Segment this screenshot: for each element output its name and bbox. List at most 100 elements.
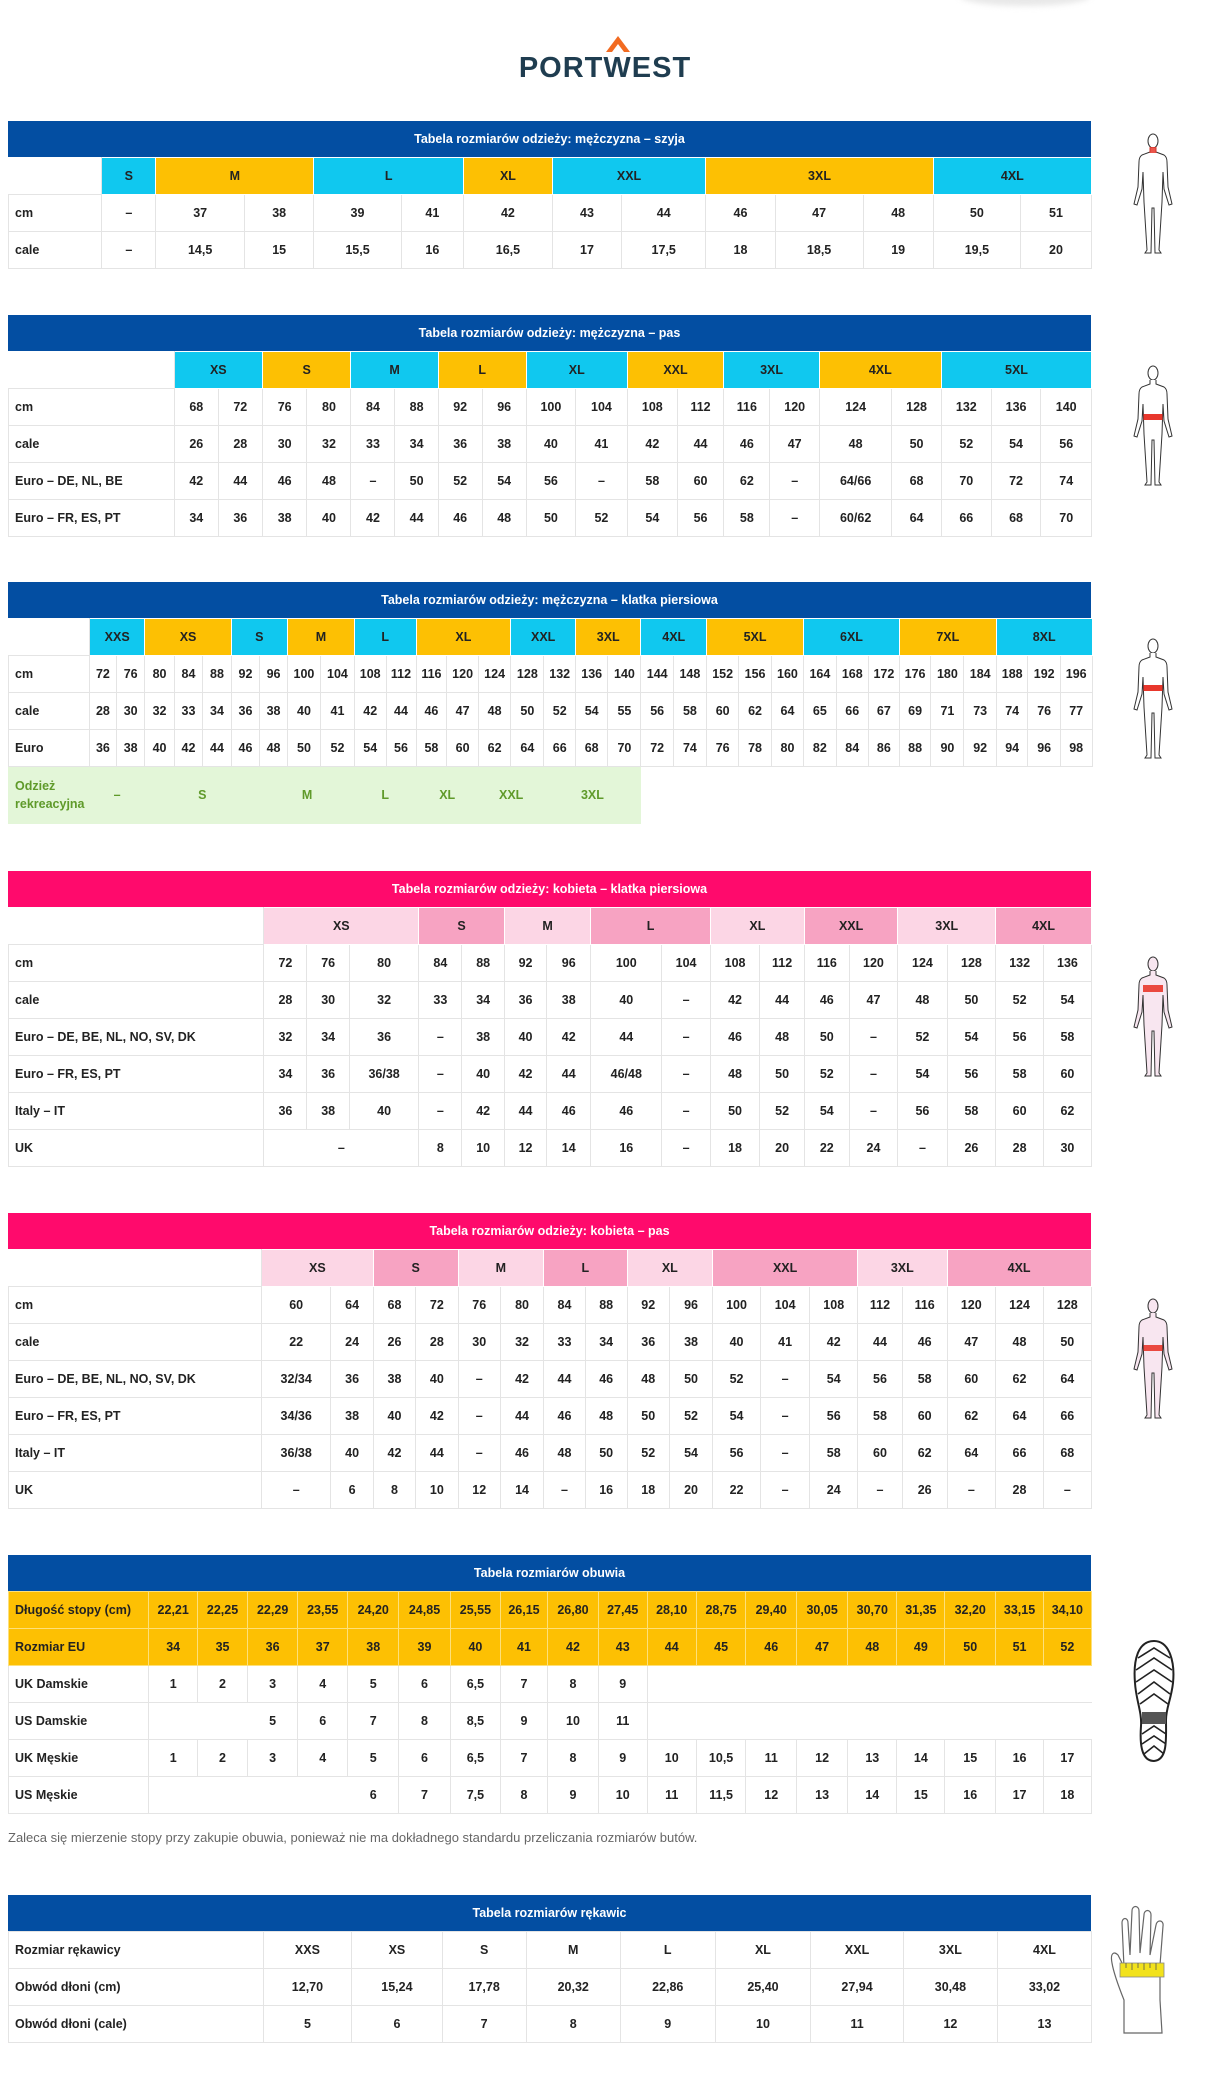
size-header-s: S bbox=[418, 907, 505, 945]
men-chest-size-table: Tabela rozmiarów odzieży: mężczyzna – kl… bbox=[8, 582, 1093, 824]
table-cell: 15,24 bbox=[351, 1968, 443, 2006]
table-cell: 84 bbox=[543, 1286, 586, 1324]
table-cell: 48 bbox=[818, 425, 893, 463]
table-cell: 50 bbox=[626, 1397, 670, 1435]
table-cell: 50 bbox=[946, 981, 997, 1019]
table-cell: 54 bbox=[353, 729, 387, 767]
table-row: UK –8 10 12 14 16–18 20 22 24–26 28 30 bbox=[7, 1129, 1092, 1167]
table-cell: 13 bbox=[996, 2005, 1093, 2043]
table-row: Obwód dłoni (cm) 12,70 15,24 17,78 20,32 22,8… bbox=[8, 1968, 1093, 2006]
table-cell: 46 bbox=[543, 1397, 586, 1435]
row-label: Obwód dłoni (cm) bbox=[8, 1968, 264, 2006]
table-cell: 136 bbox=[574, 655, 609, 693]
table-cell: 44 bbox=[385, 692, 417, 730]
size-header-xxl: XXL bbox=[803, 907, 899, 945]
table-cell: 108 bbox=[709, 944, 761, 982]
table-cell: 116 bbox=[803, 944, 850, 982]
table-cell: 42 bbox=[626, 425, 678, 463]
size-header-l: L bbox=[437, 351, 527, 389]
table-cell: – bbox=[263, 1129, 420, 1167]
row-label: Euro – DE, BE, NL, NO, SV, DK bbox=[8, 1360, 262, 1398]
table-cell: 96 bbox=[668, 1286, 714, 1324]
table-cell: 34 bbox=[461, 981, 505, 1019]
table-cell: 120 bbox=[946, 1286, 997, 1324]
table-cell: 46 bbox=[261, 462, 308, 500]
table-cell: 10 bbox=[714, 2005, 812, 2043]
table-cell: 42 bbox=[503, 1055, 548, 1093]
table-cell: 18,5 bbox=[774, 231, 864, 269]
table-cell: 46 bbox=[901, 1323, 948, 1361]
table-cell: 20 bbox=[668, 1471, 714, 1509]
table-cell: 36 bbox=[88, 729, 117, 767]
table-cell: 30 bbox=[261, 425, 308, 463]
table-cell: 60 bbox=[901, 1397, 948, 1435]
table-cell: 46 bbox=[546, 1092, 592, 1130]
table-cell: 29,40 bbox=[745, 1591, 798, 1629]
table-cell: 92 bbox=[437, 388, 483, 426]
table-cell: 37 bbox=[155, 194, 245, 232]
table-cell: 44 bbox=[503, 1092, 548, 1130]
table-cell: 96 bbox=[481, 388, 527, 426]
table-cell: 52 bbox=[320, 729, 355, 767]
table-cell: 16 bbox=[944, 1776, 997, 1814]
table-cell: 164 bbox=[803, 655, 837, 693]
table-row: cm 72 76 80 84 88 92 96 100 104 108 112 116 120 124 128… bbox=[8, 655, 1093, 693]
table-cell: 52 bbox=[437, 462, 483, 500]
table-cell: 54 bbox=[712, 1397, 761, 1435]
table-cell: 16 bbox=[400, 231, 465, 269]
logo-chevron-icon bbox=[606, 36, 630, 52]
size-header-3xl: 3XL bbox=[705, 157, 934, 195]
table-cell: 108 bbox=[626, 388, 678, 426]
table-cell: 58 bbox=[1043, 1018, 1092, 1056]
table-row: Rozmiar rękawicy XXS XS S M L XL XXL 3XL 4XL bbox=[8, 1931, 1093, 1969]
table-cell: 47 bbox=[796, 1628, 849, 1666]
table-cell: 74 bbox=[1040, 462, 1093, 500]
table-cell: 60/62 bbox=[818, 499, 893, 537]
table-cell: 52 bbox=[626, 1434, 670, 1472]
table-cell: 58 bbox=[901, 1360, 948, 1398]
table-cell: 47 bbox=[774, 194, 864, 232]
table-cell: 50 bbox=[668, 1360, 714, 1398]
empty-cell bbox=[647, 1665, 1092, 1703]
size-header-l: L bbox=[353, 618, 417, 656]
table-cell: 28 bbox=[995, 1471, 1044, 1509]
table-title: Tabela rozmiarów odzieży: kobieta – pas bbox=[8, 1213, 1091, 1249]
table-cell: 96 bbox=[1027, 729, 1061, 767]
table-cell: 9 bbox=[547, 1776, 599, 1814]
table-cell: – bbox=[759, 1360, 811, 1398]
table-cell: – bbox=[260, 1471, 332, 1509]
table-cell: – bbox=[101, 231, 157, 269]
table-cell: 32 bbox=[306, 425, 352, 463]
table-cell: 56 bbox=[946, 1055, 997, 1093]
table-cell: 56 bbox=[857, 1360, 903, 1398]
table-cell: 74 bbox=[672, 729, 707, 767]
table-cell: 44 bbox=[676, 425, 725, 463]
table-cell: 18 bbox=[626, 1471, 670, 1509]
table-cell: 50 bbox=[510, 692, 545, 730]
table-cell: 24 bbox=[330, 1323, 374, 1361]
table-title: Tabela rozmiarów odzieży: mężczyzna – pa… bbox=[8, 315, 1091, 351]
table-cell: 40 bbox=[144, 729, 175, 767]
size-header-row: S M L XL XXL 3XL 4XL bbox=[7, 157, 1092, 195]
table-cell: 41 bbox=[759, 1323, 811, 1361]
table-cell: 11 bbox=[745, 1739, 798, 1777]
table-title: Tabela rozmiarów obuwia bbox=[8, 1555, 1091, 1591]
table-cell: 66 bbox=[1042, 1397, 1092, 1435]
table-cell: XXL bbox=[810, 1931, 904, 1969]
size-header-4xl: 4XL bbox=[932, 157, 1092, 195]
table-cell: 34 bbox=[148, 1628, 198, 1666]
table-cell: 20,32 bbox=[525, 1968, 621, 2006]
table-cell: – bbox=[848, 1018, 899, 1056]
size-header-s: S bbox=[230, 618, 288, 656]
table-cell: 54 bbox=[626, 499, 678, 537]
table-cell: 5 bbox=[262, 2005, 353, 2043]
table-cell: 11 bbox=[810, 2005, 904, 2043]
table-cell: 144 bbox=[640, 655, 674, 693]
table-cell: 42 bbox=[499, 1360, 545, 1398]
table-cell: 72 bbox=[640, 729, 674, 767]
table-cell: 48 bbox=[709, 1055, 761, 1093]
table-cell: 1 bbox=[148, 1665, 198, 1703]
table-cell: 104 bbox=[575, 388, 628, 426]
table-cell: 36 bbox=[230, 692, 261, 730]
table-cell: 168 bbox=[835, 655, 869, 693]
